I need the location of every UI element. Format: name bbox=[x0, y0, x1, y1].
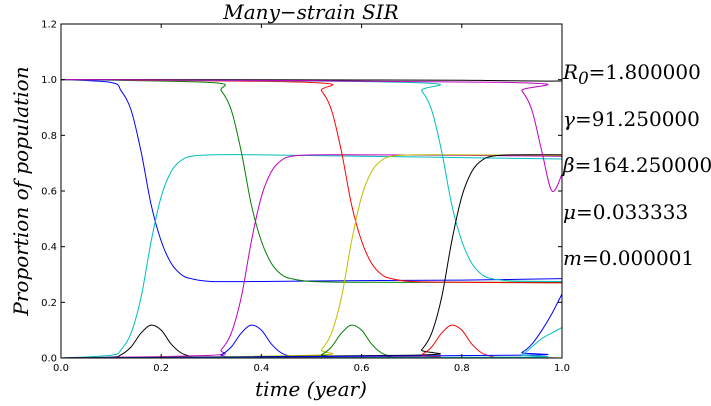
series-line-magenta-susceptible-13 bbox=[60, 79, 563, 192]
x-tick-label: 0.4 bbox=[253, 363, 269, 374]
series-line-blue-infected-6 bbox=[60, 324, 563, 359]
param-m-symbol: m bbox=[563, 246, 582, 270]
series-line-cyan-infected-15 bbox=[60, 326, 563, 359]
y-axis-label: Proportion of population bbox=[9, 66, 33, 316]
x-tick-label: 0.2 bbox=[153, 363, 169, 374]
series-line-green-infected-9 bbox=[60, 324, 563, 359]
param-gamma-symbol: γ bbox=[563, 107, 575, 131]
param-gamma-value: =91.250000 bbox=[574, 107, 700, 131]
param-r0-symbol: R0 bbox=[563, 60, 589, 88]
series-line-cyan-susceptible-10 bbox=[60, 79, 563, 282]
x-tick-label: 0.6 bbox=[354, 363, 370, 374]
x-axis-label: time (year) bbox=[255, 377, 367, 401]
y-tick-label: 1.2 bbox=[41, 20, 57, 31]
y-tick-label: 0.6 bbox=[41, 187, 57, 198]
series-line-red-infected-12 bbox=[60, 324, 563, 359]
x-tick-label: 0.8 bbox=[454, 363, 470, 374]
param-m: m=0.000001 bbox=[563, 246, 694, 270]
param-r0: R0=1.800000 bbox=[563, 60, 701, 88]
y-tick-label: 0.2 bbox=[41, 298, 57, 309]
series-line-yellow-recovered-8 bbox=[60, 154, 563, 359]
param-beta-symbol: β bbox=[563, 153, 575, 177]
x-tick-label: 0.0 bbox=[53, 363, 69, 374]
param-mu-value: =0.033333 bbox=[576, 200, 689, 224]
y-tick-label: 0.4 bbox=[41, 242, 57, 253]
plot-frame bbox=[60, 23, 563, 359]
series-line-cyan-recovered-2 bbox=[60, 154, 563, 359]
y-tick-label: 1.0 bbox=[41, 75, 57, 86]
series-line-black-recovered-11 bbox=[60, 154, 563, 359]
chart-title: Many−strain SIR bbox=[222, 0, 398, 24]
x-tick-label: 1.0 bbox=[554, 363, 570, 374]
x-axis-ticks: 0.0 0.2 0.4 0.6 0.8 1.0 bbox=[53, 24, 570, 374]
series-line-green-susceptible-4 bbox=[60, 79, 562, 283]
param-mu-symbol: μ bbox=[563, 200, 576, 224]
series-line-black-susceptible-0 bbox=[60, 79, 563, 82]
param-r0-value: =1.800000 bbox=[588, 60, 701, 84]
series-line-magenta-recovered-5 bbox=[60, 154, 563, 359]
series-layer bbox=[60, 79, 563, 359]
param-m-value: =0.000001 bbox=[581, 246, 695, 270]
series-line-blue-recovered-14 bbox=[60, 293, 563, 359]
param-mu: μ=0.033333 bbox=[563, 200, 688, 224]
param-beta: β=164.250000 bbox=[563, 153, 711, 177]
y-tick-label: 0.8 bbox=[41, 131, 57, 142]
param-gamma: γ=91.250000 bbox=[563, 107, 700, 131]
series-line-red-susceptible-7 bbox=[60, 79, 563, 284]
series-line-black-infected-3 bbox=[60, 324, 563, 359]
param-beta-value: =164.250000 bbox=[574, 153, 711, 177]
series-line-blue-susceptible-1 bbox=[60, 79, 563, 283]
y-axis-ticks: 0.0 0.2 0.4 0.6 0.8 1.0 1.2 bbox=[41, 20, 562, 365]
y-tick-label: 0.0 bbox=[41, 354, 57, 365]
